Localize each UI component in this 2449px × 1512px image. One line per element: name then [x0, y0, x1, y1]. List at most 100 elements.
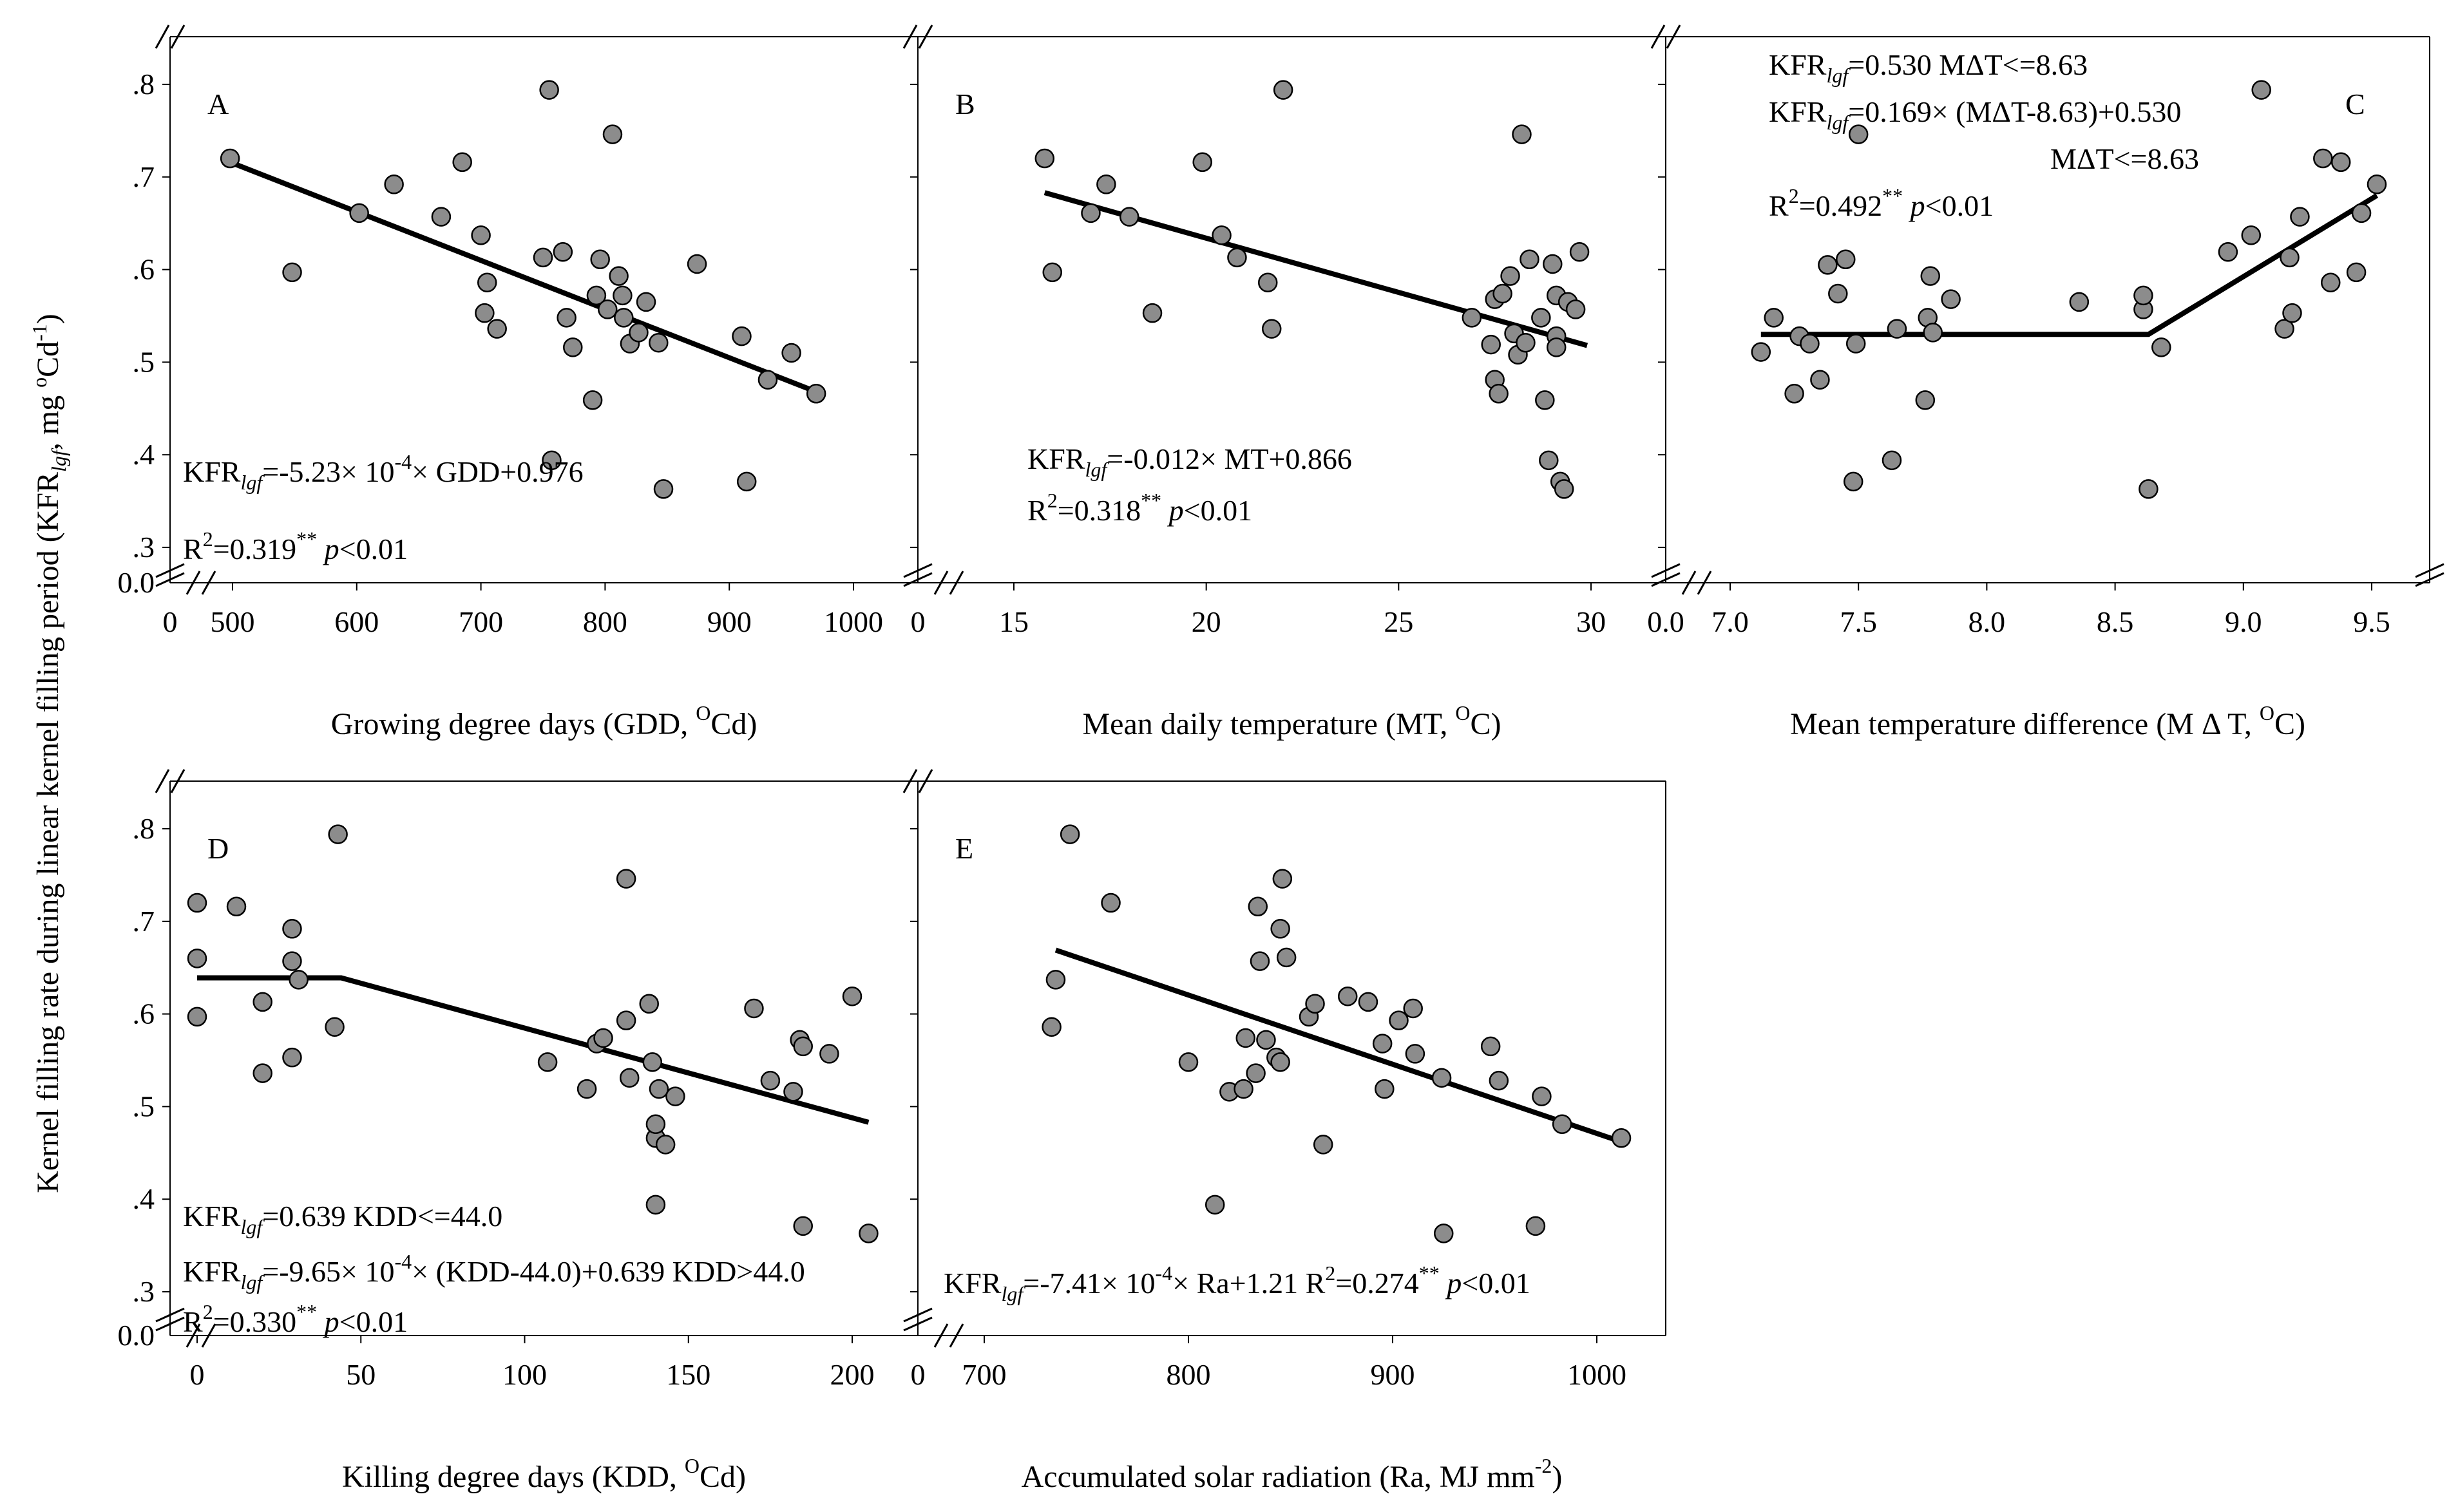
data-point	[1920, 266, 1941, 286]
eq-post: MΔT<=8.63	[2050, 142, 2199, 175]
break-left-axis-2	[903, 572, 933, 587]
eq-pre: KFR	[1769, 95, 1827, 128]
data-point	[2069, 292, 2090, 312]
xlabel-main: Mean daily temperature (MT,	[1083, 707, 1456, 741]
data-point	[842, 987, 862, 1006]
data-point	[1431, 1068, 1452, 1088]
break-bottom-axis-1	[186, 1323, 201, 1348]
data-point	[649, 1079, 669, 1099]
eq-end: × GDD+0.976	[412, 455, 584, 488]
data-point	[1539, 450, 1559, 471]
data-point	[282, 951, 302, 971]
eq-post: =-7.41× 10	[1023, 1267, 1155, 1299]
data-point	[1375, 1079, 1395, 1099]
eq-post: =-0.012× MT+0.866	[1107, 442, 1352, 475]
y-tick-label: .5	[133, 1090, 155, 1122]
data-point	[586, 285, 607, 306]
xlabel-end: Cd)	[710, 707, 757, 741]
xlabel-main: Accumulated solar radiation (Ra, MJ mm	[1022, 1460, 1535, 1494]
x-break-label: 0	[163, 605, 178, 638]
eq-e-p: p	[1445, 1267, 1462, 1299]
data-point	[563, 337, 583, 357]
xlabel-main: Mean temperature difference (M Δ T,	[1790, 707, 2260, 741]
r2-end: <0.01	[339, 1305, 408, 1338]
equation-c-3: MΔT<=8.63	[2050, 142, 2199, 175]
data-point	[2346, 262, 2367, 283]
data-point	[1042, 1017, 1062, 1037]
data-point	[1525, 1216, 1546, 1236]
eq-pre: KFR	[1027, 442, 1085, 475]
data-point	[736, 471, 757, 492]
x-tick-label: 9.0	[2225, 605, 2262, 638]
data-point	[616, 869, 636, 889]
data-point	[220, 148, 240, 169]
data-point	[1492, 283, 1512, 304]
data-point	[1516, 332, 1536, 353]
break-top-left-1	[902, 769, 918, 793]
r2-mid: =0.330	[213, 1305, 296, 1338]
y-tick-label: .8	[133, 812, 155, 845]
r2-p: p	[323, 533, 339, 565]
data-point	[593, 1028, 613, 1048]
data-point	[1081, 203, 1101, 223]
data-point	[2151, 337, 2171, 357]
ylabel-close: )	[31, 314, 65, 324]
x-tick-label: 7.0	[1711, 605, 1749, 638]
data-point	[1843, 471, 1863, 492]
ylabel-sub: lgf	[47, 448, 70, 472]
break-left-axis-1	[903, 1307, 933, 1323]
data-point	[609, 266, 629, 286]
data-point	[1882, 450, 1902, 471]
panel-d: .8 .7 .6 .5 .4 .3 0.0 0 50 100 150 200 D Killing degr…	[118, 769, 919, 1494]
r2-b: R2=0.318** p<0.01	[1027, 489, 1252, 527]
panel-a: .8 .7 .6 .5 .4 .30.0 500 600 700 800 900 1000 0 A Grow…	[118, 24, 919, 741]
fit-line	[1054, 947, 1623, 1144]
equation-b: KFRlgf=-0.012× MT+0.866	[1027, 442, 1352, 481]
x-tick-label: 30	[1576, 605, 1606, 638]
x-tick-label: 800	[583, 605, 627, 638]
ylabel-neg1: -1	[28, 324, 51, 341]
r2-space	[1903, 189, 1911, 222]
y-tick-label: .5	[133, 345, 155, 378]
x-tick-label: 50	[346, 1358, 376, 1391]
data-point	[619, 1068, 640, 1088]
ylabel-o: o	[28, 377, 51, 388]
data-point	[431, 207, 452, 227]
data-point	[783, 1082, 803, 1102]
data-point	[2367, 175, 2387, 194]
panel-letter: D	[207, 832, 229, 865]
eq-pre: KFR	[183, 455, 241, 488]
panel-b: 15 20 25 30 0 B Mean daily temperature (MT, OC…	[902, 24, 1666, 741]
panel-c: 7.0 7.5 8.0 8.5 9.0 9.5 0.0 C Mean temperature d…	[1647, 24, 2444, 741]
x-tick-label: 200	[830, 1358, 875, 1391]
data-point	[1234, 1079, 1253, 1099]
y-tick-label: .3	[133, 1275, 155, 1308]
data-point	[1405, 1044, 1425, 1064]
data-point	[639, 994, 659, 1014]
data-point	[2274, 319, 2294, 339]
panel-letter: C	[2345, 88, 2365, 120]
data-point	[2321, 272, 2341, 292]
break-top-left-2	[170, 24, 186, 49]
r2-space	[1161, 494, 1169, 527]
y-tick-label: .4	[133, 1182, 155, 1215]
data-point	[1372, 1034, 1393, 1054]
ylabel-unit: , mg	[31, 388, 65, 450]
data-point	[2139, 479, 2158, 499]
eq-sup: -4	[1155, 1262, 1172, 1285]
break-top-left-2	[918, 769, 933, 793]
break-bottom-axis-2	[201, 571, 216, 595]
data-point	[1256, 1030, 1276, 1050]
data-point	[598, 299, 618, 319]
data-point	[1313, 1135, 1333, 1155]
break-left-axis-1	[155, 563, 185, 578]
data-point	[1338, 987, 1358, 1006]
data-point	[636, 292, 656, 312]
break-top-left-1	[155, 24, 170, 49]
r2-end: <0.01	[339, 533, 408, 565]
data-point	[1096, 175, 1116, 194]
data-point	[1358, 992, 1378, 1012]
eq-sup: -4	[394, 450, 412, 473]
y-tick-label: .8	[133, 68, 155, 100]
